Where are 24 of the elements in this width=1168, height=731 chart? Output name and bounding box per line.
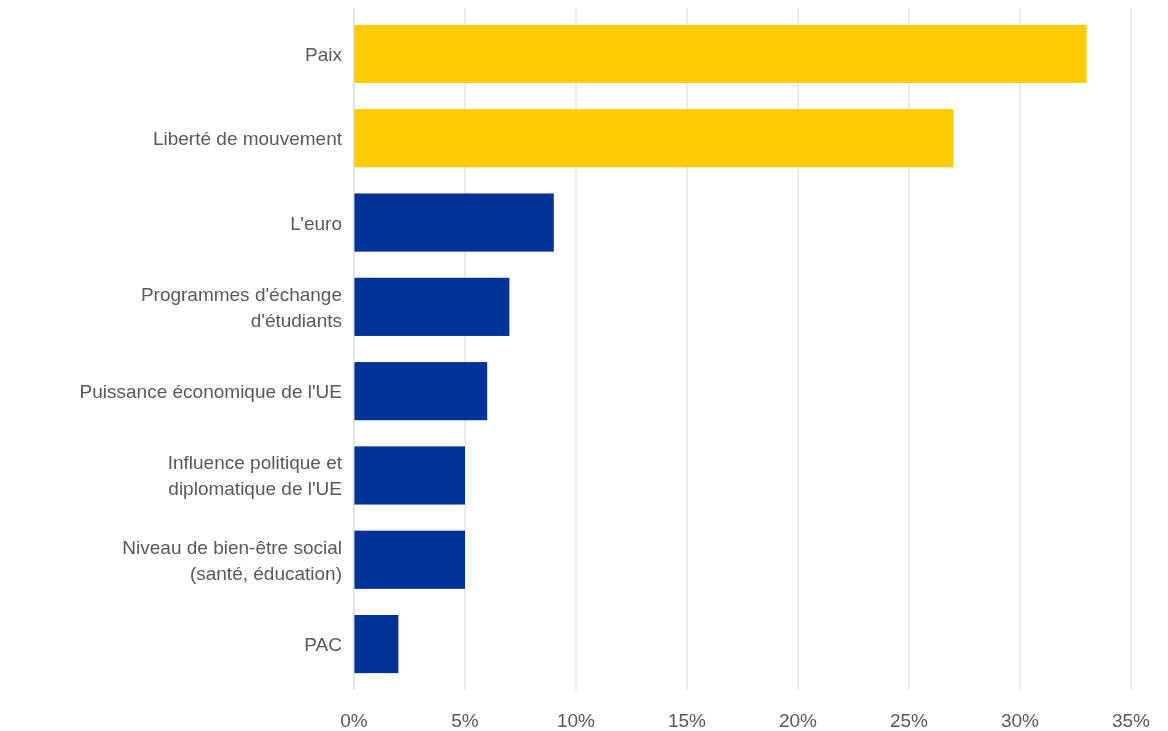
- bar: [354, 24, 1087, 84]
- x-tick-label: 30%: [1000, 710, 1040, 731]
- x-tick-label: 35%: [1111, 710, 1151, 731]
- bar: [354, 446, 465, 505]
- bar: [354, 530, 465, 589]
- y-tick-label: Puissance économique de l'UE: [79, 381, 342, 403]
- y-tick-label: Paix: [305, 43, 343, 65]
- y-tick-label: Liberté de mouvement: [152, 128, 343, 150]
- y-tick-label: PAC: [304, 634, 342, 656]
- x-tick-label: 0%: [340, 710, 368, 731]
- x-tick-label: 25%: [889, 710, 929, 731]
- y-tick-label: Influence politique et diplomatique de l'UE: [167, 452, 343, 500]
- bar: [354, 277, 510, 336]
- bar: [354, 614, 399, 674]
- x-tick-label: 5%: [451, 710, 479, 731]
- y-tick-label: L’euro: [290, 212, 342, 234]
- bar: [354, 362, 488, 421]
- bar: [354, 109, 954, 168]
- bar: [354, 193, 554, 252]
- x-tick-label: 10%: [556, 710, 596, 731]
- x-tick-label: 20%: [778, 710, 818, 731]
- y-tick-label: Niveau de bien-être social (santé, éducation): [122, 536, 342, 584]
- x-tick-label: 15%: [667, 710, 707, 731]
- y-tick-label: Programmes d'échange d'étudiants: [140, 283, 342, 331]
